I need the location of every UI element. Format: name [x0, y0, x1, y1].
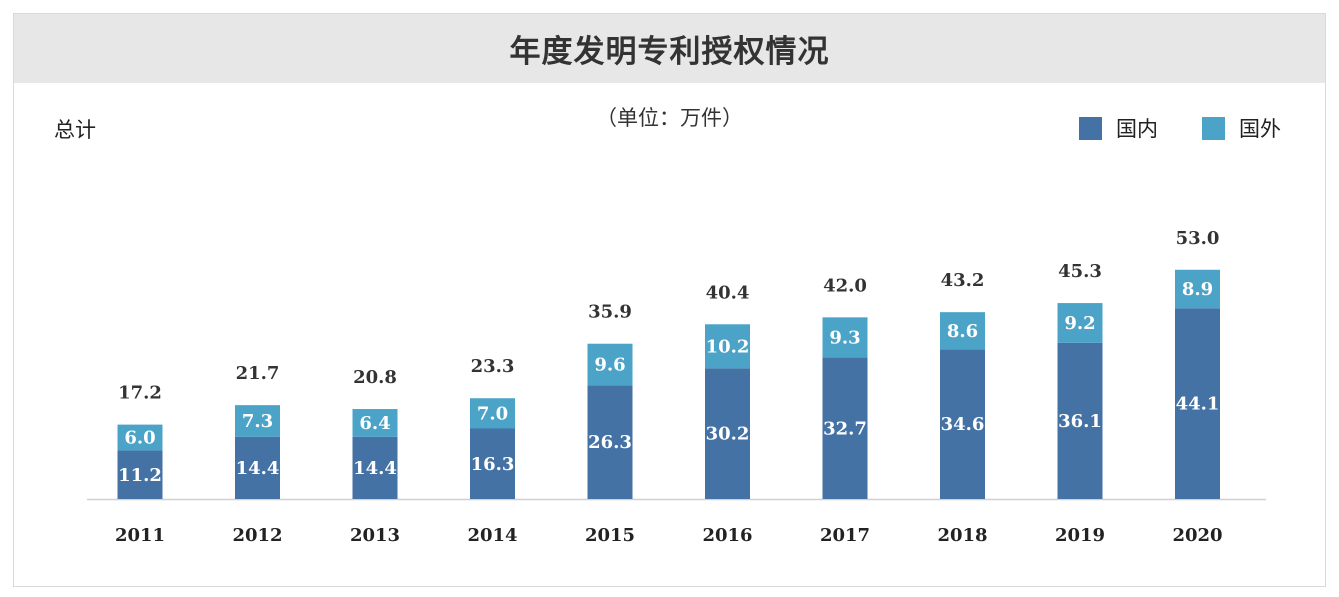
- legend-item-domestic: 国内: [1079, 113, 1158, 143]
- data-label-domestic-2017: 32.7: [823, 418, 867, 439]
- data-label-domestic-2016: 30.2: [706, 424, 750, 445]
- total-label-2015: 35.9: [588, 302, 632, 323]
- data-label-foreign-2014: 7.0: [477, 403, 508, 424]
- data-label-domestic-2020: 44.1: [1176, 394, 1220, 415]
- data-label-domestic-2013: 14.4: [353, 458, 397, 479]
- data-label-foreign-2013: 6.4: [359, 413, 390, 434]
- total-label-2017: 42.0: [823, 275, 867, 296]
- x-tick-label-2019: 2019: [1055, 525, 1105, 546]
- bar-foreign-2012: [235, 405, 280, 437]
- bar-domestic-2011: [117, 450, 163, 499]
- x-tick-label-2018: 2018: [937, 525, 987, 546]
- total-label-2020: 53.0: [1176, 228, 1220, 249]
- y-axis-label: 总计: [54, 118, 96, 142]
- bar-domestic-2017: [822, 357, 868, 499]
- x-tick-label-2014: 2014: [467, 525, 517, 546]
- x-tick-label-2013: 2013: [350, 525, 400, 546]
- x-tick-label-2020: 2020: [1172, 525, 1222, 546]
- data-label-domestic-2018: 34.6: [941, 414, 985, 435]
- data-label-domestic-2012: 14.4: [236, 458, 280, 479]
- data-label-foreign-2017: 9.3: [829, 327, 860, 348]
- bar-domestic-2018: [940, 349, 985, 499]
- legend-label-domestic: 国内: [1116, 117, 1158, 141]
- chart-frame: 年度发明专利授权情况 总计 （单位：万件） 国内 国外: [13, 13, 1326, 587]
- total-label-2018: 43.2: [941, 270, 985, 291]
- data-label-domestic-2014: 16.3: [471, 454, 515, 475]
- plot-area: 11.2 6.0 17.2 2011 14.4 7.3 21.7 2012 14.4 6.4 20.…: [87, 228, 1266, 546]
- bar-foreign-2015: [587, 343, 633, 386]
- x-tick-label-2015: 2015: [585, 525, 635, 546]
- data-label-domestic-2015: 26.3: [588, 432, 632, 453]
- chart-title: 年度发明专利授权情况: [509, 34, 830, 70]
- total-label-2012: 21.7: [236, 363, 280, 384]
- bar-domestic-2014: [470, 428, 515, 499]
- bar-domestic-2016: [705, 368, 750, 499]
- bar-foreign-2020: [1175, 269, 1220, 309]
- total-label-2016: 40.4: [706, 282, 750, 303]
- unit-label: （单位：万件）: [596, 106, 743, 130]
- data-label-foreign-2011: 6.0: [124, 428, 155, 449]
- x-tick-label-2011: 2011: [115, 525, 165, 546]
- bar-foreign-2019: [1057, 303, 1103, 343]
- bar-domestic-2013: [352, 436, 398, 499]
- data-label-foreign-2019: 9.2: [1064, 313, 1095, 334]
- bar-domestic-2020: [1175, 308, 1220, 499]
- legend-swatch-foreign: [1202, 116, 1225, 140]
- data-label-foreign-2020: 8.9: [1182, 279, 1213, 300]
- x-tick-label-2017: 2017: [820, 525, 870, 546]
- data-label-foreign-2018: 8.6: [947, 321, 978, 342]
- bar-domestic-2012: [235, 436, 280, 499]
- bar-foreign-2011: [117, 424, 163, 451]
- total-label-2019: 45.3: [1058, 261, 1102, 282]
- bar-foreign-2018: [940, 312, 985, 350]
- bar-domestic-2019: [1057, 342, 1103, 499]
- total-label-2014: 23.3: [471, 356, 515, 377]
- bar-domestic-2015: [587, 385, 633, 499]
- data-label-foreign-2015: 9.6: [594, 354, 625, 375]
- data-label-domestic-2019: 36.1: [1058, 411, 1102, 432]
- data-label-foreign-2012: 7.3: [242, 411, 273, 432]
- total-label-2011: 17.2: [118, 383, 162, 404]
- legend-swatch-domestic: [1079, 116, 1102, 140]
- x-tick-label-2016: 2016: [702, 525, 752, 546]
- bar-foreign-2016: [705, 324, 750, 369]
- legend: 国内 国外: [1035, 113, 1281, 143]
- total-label-2013: 20.8: [353, 367, 397, 388]
- legend-label-foreign: 国外: [1239, 117, 1281, 141]
- legend-item-foreign: 国外: [1202, 113, 1281, 143]
- data-label-foreign-2016: 10.2: [706, 336, 750, 357]
- x-tick-label-2012: 2012: [232, 525, 282, 546]
- bar-foreign-2017: [822, 317, 868, 358]
- bar-foreign-2013: [352, 409, 398, 437]
- title-band: 年度发明专利授权情况: [14, 14, 1325, 83]
- bar-foreign-2014: [470, 398, 515, 429]
- data-label-domestic-2011: 11.2: [118, 465, 162, 486]
